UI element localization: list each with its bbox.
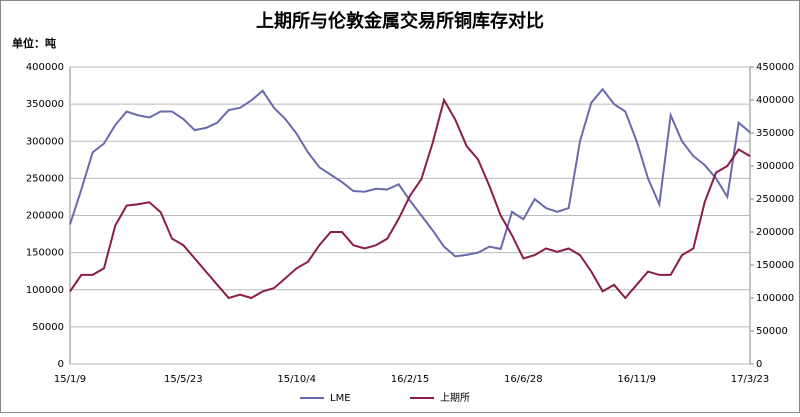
- y2-tick-label: 250000: [756, 194, 794, 205]
- y-tick-label: 0: [58, 359, 64, 370]
- y2-tick-label: 300000: [756, 161, 794, 172]
- y-tick-label: 50000: [32, 322, 64, 333]
- x-tick-label: 17/3/23: [731, 374, 770, 385]
- x-tick-label: 16/6/28: [504, 374, 543, 385]
- y2-tick-label: 50000: [756, 326, 788, 337]
- y2-tick-label: 450000: [756, 62, 794, 73]
- x-tick-label: 16/2/15: [391, 374, 430, 385]
- y2-tick-label: 400000: [756, 95, 794, 106]
- y-tick-label: 100000: [26, 285, 64, 296]
- x-tick-label: 15/1/9: [54, 374, 86, 385]
- y2-tick-label: 350000: [756, 128, 794, 139]
- chart-title: 上期所与伦敦金属交易所铜库存对比: [256, 10, 544, 32]
- x-tick-label: 15/10/4: [277, 374, 316, 385]
- y2-tick-label: 0: [756, 359, 762, 370]
- series-line: [69, 87, 751, 258]
- y-tick-label: 350000: [26, 99, 64, 110]
- y2-tick-label: 100000: [756, 293, 794, 304]
- y-tick-label: 200000: [26, 211, 64, 222]
- y2-tick-label: 200000: [756, 227, 794, 238]
- x-tick-label: 15/5/23: [164, 374, 203, 385]
- x-tick-label: 16/11/9: [617, 374, 656, 385]
- series-line: [69, 97, 751, 300]
- legend-label: 上期所: [440, 392, 470, 404]
- y-tick-label: 300000: [26, 136, 64, 147]
- unit-label: 单位：吨: [12, 36, 56, 50]
- y2-tick-label: 150000: [756, 260, 794, 271]
- y-tick-label: 150000: [26, 248, 64, 259]
- legend-label: LME: [330, 393, 351, 404]
- y-tick-label: 400000: [26, 62, 64, 73]
- y-tick-label: 250000: [26, 173, 64, 184]
